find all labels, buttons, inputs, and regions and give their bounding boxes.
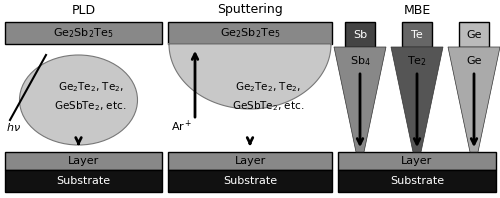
Text: Substrate: Substrate [56, 176, 110, 186]
Polygon shape [448, 47, 500, 152]
Text: $h\nu$: $h\nu$ [6, 121, 21, 133]
Text: Layer: Layer [402, 156, 432, 166]
Polygon shape [334, 47, 386, 152]
Text: Layer: Layer [234, 156, 266, 166]
Bar [5, 170, 162, 192]
Bar [338, 170, 496, 192]
Bar [402, 22, 432, 47]
Text: $\mathrm{Ge_2Te_2}$, $\mathrm{Te_2}$,
$\mathrm{GeSbTe_2}$, etc.: $\mathrm{Ge_2Te_2}$, $\mathrm{Te_2}$, $\… [232, 81, 304, 113]
Bar [168, 152, 332, 170]
Text: $\mathrm{Ar^+}$: $\mathrm{Ar^+}$ [170, 118, 192, 134]
Text: Ge: Ge [466, 56, 482, 66]
Bar [5, 22, 162, 44]
Text: $\mathrm{Ge_2Te_2}$, $\mathrm{Te_2}$,
$\mathrm{GeSbTe_2}$, etc.: $\mathrm{Ge_2Te_2}$, $\mathrm{Te_2}$, $\… [54, 81, 127, 113]
Bar [168, 22, 332, 44]
Text: PLD: PLD [72, 4, 96, 16]
Text: $\mathrm{Sb_4}$: $\mathrm{Sb_4}$ [350, 54, 370, 68]
Text: Ge: Ge [466, 30, 482, 39]
Ellipse shape [20, 55, 138, 145]
Text: Sputtering: Sputtering [217, 4, 283, 16]
Text: $\mathrm{Ge_2Sb_2Te_5}$: $\mathrm{Ge_2Sb_2Te_5}$ [220, 26, 280, 40]
Bar [168, 170, 332, 192]
Text: MBE: MBE [404, 4, 430, 16]
Polygon shape [391, 47, 443, 152]
Text: Te: Te [411, 30, 423, 39]
Bar [5, 152, 162, 170]
Bar [338, 152, 496, 170]
Text: Substrate: Substrate [390, 176, 444, 186]
Text: Layer: Layer [68, 156, 99, 166]
Bar [459, 22, 489, 47]
Polygon shape [168, 44, 332, 109]
Text: $\mathrm{Ge_2Sb_2Te_5}$: $\mathrm{Ge_2Sb_2Te_5}$ [54, 26, 114, 40]
Text: Sb: Sb [353, 30, 367, 39]
Bar [345, 22, 375, 47]
Text: Substrate: Substrate [223, 176, 277, 186]
Text: $\mathrm{Te_2}$: $\mathrm{Te_2}$ [407, 54, 427, 68]
